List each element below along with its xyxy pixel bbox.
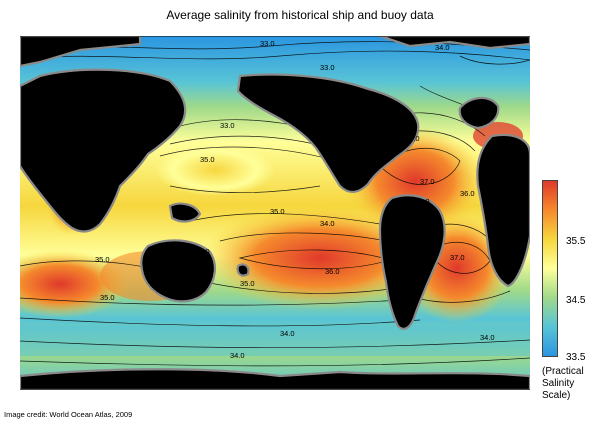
land-arctic-west xyxy=(20,36,142,68)
contour-label: 33.0 xyxy=(320,63,335,72)
colorbar-tick-low: 33.5 xyxy=(566,352,586,363)
south-indian-gyre xyxy=(20,250,130,318)
contour-line xyxy=(20,317,421,327)
contour-line xyxy=(20,297,401,306)
contour-label: 34.0 xyxy=(280,329,295,338)
contour-line xyxy=(189,213,381,225)
land-eurasia xyxy=(20,68,187,233)
contour-label: 33.0 xyxy=(220,121,235,130)
contour-label: 35.0 xyxy=(270,207,285,216)
contour-label: 33.0 xyxy=(260,39,275,48)
units-line-1: (Practical xyxy=(542,366,584,377)
salinity-map: 32.0 33.0 34.0 33.0 33.0 35.0 36.0 37.0 … xyxy=(20,36,530,390)
contour-label: 32.0 xyxy=(42,39,57,48)
southern-ocean-band xyxy=(20,326,530,356)
contour-label: 34.0 xyxy=(320,219,335,228)
contour-line xyxy=(20,50,530,61)
land-arctic-east xyxy=(378,36,530,50)
contour-label: 34.0 xyxy=(435,43,450,52)
land-africa xyxy=(476,133,530,288)
contour-label: 35.0 xyxy=(100,293,115,302)
contour-label: 34.0 xyxy=(480,333,495,342)
contour-label: 37.0 xyxy=(450,253,465,262)
contour-labels: 32.0 33.0 34.0 33.0 33.0 35.0 36.0 37.0 … xyxy=(42,39,495,360)
north-pacific-gyre xyxy=(155,144,275,196)
contour-label: 35.0 xyxy=(200,155,215,164)
contour-line xyxy=(20,339,530,349)
contour-line xyxy=(20,260,151,269)
contour-label: 34.0 xyxy=(230,351,245,360)
image-credit: Image credit: World Ocean Atlas, 2009 xyxy=(4,410,133,419)
colorbar-units: (Practical Salinity Scale) xyxy=(542,366,584,402)
land-antarctica xyxy=(20,368,530,390)
units-line-3: Scale) xyxy=(542,390,571,401)
contour-label: 35.0 xyxy=(195,247,210,256)
salinity-map-svg: 32.0 33.0 34.0 33.0 33.0 35.0 36.0 37.0 … xyxy=(20,36,530,390)
contour-line xyxy=(169,185,321,194)
land-new-zealand xyxy=(236,263,250,277)
continents xyxy=(20,36,530,390)
contour-label: 35.0 xyxy=(50,193,65,202)
land-greenland xyxy=(458,96,500,130)
contour-label: 36.0 xyxy=(460,189,475,198)
salinity-colorbar xyxy=(542,180,558,357)
contour-label: 37.0 xyxy=(420,177,435,186)
colorbar-tick-high: 35.5 xyxy=(566,236,586,247)
contour-label: 36.0 xyxy=(405,134,420,143)
contour-label: 35.0 xyxy=(240,279,255,288)
contour-label: 36.0 xyxy=(415,197,430,206)
land-australia xyxy=(140,239,216,303)
land-south-america xyxy=(378,194,446,330)
contour-line xyxy=(459,55,530,65)
contour-line xyxy=(20,357,530,367)
map-title: Average salinity from historical ship an… xyxy=(166,8,434,22)
land-north-america xyxy=(236,73,420,193)
units-line-2: Salinity xyxy=(542,378,575,389)
colorbar-tick-mid: 34.5 xyxy=(566,295,586,306)
contour-line xyxy=(159,146,341,163)
contour-label: 35.0 xyxy=(95,255,110,264)
contour-label: 36.0 xyxy=(325,267,340,276)
land-indonesia xyxy=(168,202,202,223)
